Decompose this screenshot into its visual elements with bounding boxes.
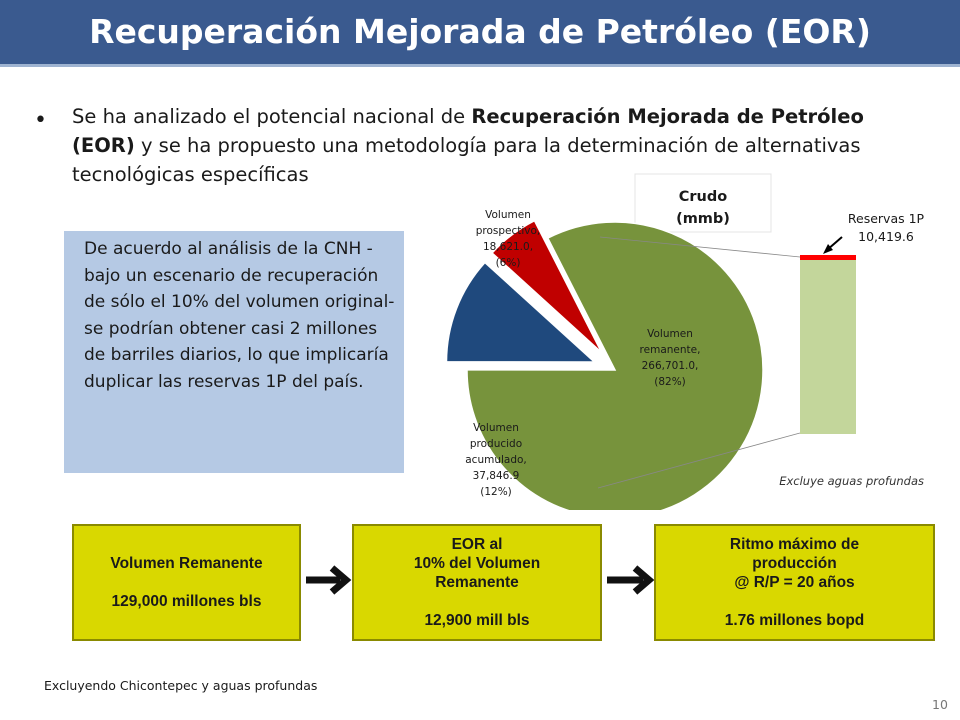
connector-line-bottom — [597, 432, 801, 489]
flow-box-line: 129,000 millones bls — [111, 593, 262, 610]
bullet-paragraph: Se ha analizado el potencial nacional de… — [72, 102, 932, 189]
bullet-text-part1: Se ha analizado el potencial nacional de — [72, 105, 472, 128]
flow-box-line: Remanente — [435, 574, 519, 591]
chart-title-line2: (mmb) — [676, 211, 730, 227]
flow-box-remaining-volume: Volumen Remanente 129,000 millones bls — [72, 524, 301, 641]
flow-box-line: 1.76 millones bopd — [724, 612, 865, 629]
flow-box-line: EOR al — [451, 536, 503, 553]
title-bar — [0, 0, 960, 67]
bullet-dot: • — [34, 108, 47, 133]
note-box — [64, 231, 404, 473]
pie-slices — [445, 219, 764, 510]
bullet-text-bold: Recuperación Mejorada de Petróleo (EOR) — [72, 105, 864, 157]
flow-arrow-2 — [607, 565, 655, 595]
flow-arrow-1 — [306, 565, 352, 595]
page-title: Recuperación Mejorada de Petróleo (EOR) — [89, 12, 871, 51]
breakout-bar-reserves-1p — [800, 255, 856, 260]
flow-box-line: @ R/P = 20 años — [734, 574, 855, 591]
flow-box-line: 10% del Volumen — [413, 555, 541, 572]
chart-exclusion-note: Excluye aguas profundas — [779, 474, 924, 488]
pie-slice-produced — [445, 261, 597, 363]
flow-box-line: Volumen Remanente — [110, 555, 263, 572]
pie-slice-prospective — [491, 219, 603, 354]
pie-slice-remaining — [466, 221, 764, 510]
flow-box-line — [656, 592, 933, 611]
page-number: 10 — [932, 697, 948, 712]
flow-box-line — [354, 592, 600, 611]
chart-title-box — [634, 173, 772, 233]
pie-label-prospective: Volumen prospectivo, 18,621.0, (6%) — [476, 209, 541, 269]
reserves-pointer-arrow — [823, 236, 843, 254]
flow-box-line — [74, 573, 299, 592]
note-text: De acuerdo al análisis de la CNH - bajo … — [84, 239, 395, 392]
pie-labels: Volumen remanente, 266,701.0, (82%) Volumen p… — [465, 209, 700, 498]
reserves-1p-label: Reservas 1P — [848, 211, 925, 226]
flow-box-eor: EOR al 10% del Volumen Remanente 12,900 mi… — [352, 524, 602, 641]
breakout-bar-remaining — [800, 260, 856, 434]
bullet-text-part2: y se ha propuesto una metodología para l… — [72, 134, 861, 186]
reserves-1p-value: 10,419.6 — [858, 229, 914, 244]
flow-box-max-production: Ritmo máximo de producción @ R/P = 20 años… — [654, 524, 935, 641]
flow-box-line: producción — [752, 555, 837, 572]
flow-box-line: Ritmo máximo de — [729, 536, 860, 553]
chart-title-line1: Crudo — [679, 189, 727, 205]
pie-label-remaining: Volumen remanente, 266,701.0, (82%) — [640, 328, 701, 388]
pie-label-produced: Volumen producido acumulado, 37,846.9 (12%) — [465, 422, 527, 498]
connector-line-top — [599, 236, 801, 258]
flow-box-line: 12,900 mill bls — [424, 612, 530, 629]
crude-pie-chart: Crudo (mmb) Volumen remanente, 266,701.0,(… — [445, 173, 925, 510]
footnote: Excluyendo Chicontepec y aguas profundas — [44, 678, 318, 693]
